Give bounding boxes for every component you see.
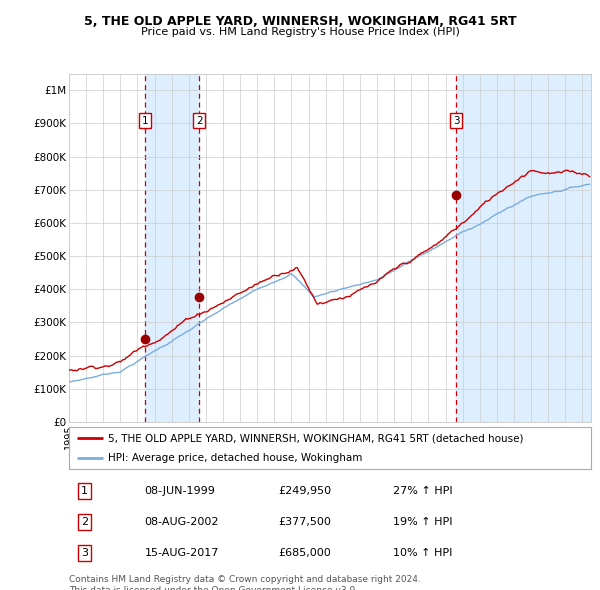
Text: Contains HM Land Registry data © Crown copyright and database right 2024.
This d: Contains HM Land Registry data © Crown c… (69, 575, 421, 590)
Text: 08-AUG-2002: 08-AUG-2002 (145, 517, 219, 527)
Text: 08-JUN-1999: 08-JUN-1999 (145, 486, 215, 496)
Text: 1: 1 (81, 486, 88, 496)
Text: 2: 2 (196, 116, 202, 126)
Bar (456, 74, 591, 422)
Text: 3: 3 (453, 116, 460, 126)
Text: 5, THE OLD APPLE YARD, WINNERSH, WOKINGHAM, RG41 5RT (detached house): 5, THE OLD APPLE YARD, WINNERSH, WOKINGH… (108, 433, 524, 443)
Text: £377,500: £377,500 (278, 517, 331, 527)
Text: 3: 3 (81, 548, 88, 558)
Text: 27% ↑ HPI: 27% ↑ HPI (392, 486, 452, 496)
Text: 10% ↑ HPI: 10% ↑ HPI (392, 548, 452, 558)
Text: 19% ↑ HPI: 19% ↑ HPI (392, 517, 452, 527)
Text: 1: 1 (142, 116, 148, 126)
Text: 2: 2 (81, 517, 88, 527)
Text: HPI: Average price, detached house, Wokingham: HPI: Average price, detached house, Woki… (108, 453, 362, 463)
Text: £685,000: £685,000 (278, 548, 331, 558)
Bar (145, 74, 199, 422)
Text: Price paid vs. HM Land Registry's House Price Index (HPI): Price paid vs. HM Land Registry's House … (140, 27, 460, 37)
Text: 5, THE OLD APPLE YARD, WINNERSH, WOKINGHAM, RG41 5RT: 5, THE OLD APPLE YARD, WINNERSH, WOKINGH… (83, 15, 517, 28)
Text: £249,950: £249,950 (278, 486, 331, 496)
Text: 15-AUG-2017: 15-AUG-2017 (145, 548, 219, 558)
